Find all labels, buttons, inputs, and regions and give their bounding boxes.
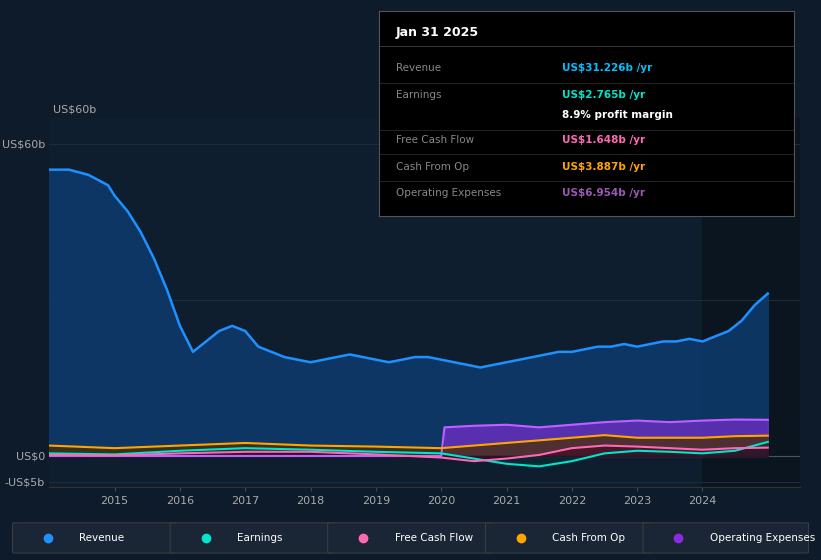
Text: Cash From Op: Cash From Op xyxy=(396,161,469,171)
FancyBboxPatch shape xyxy=(12,523,178,553)
Text: Free Cash Flow: Free Cash Flow xyxy=(396,135,474,145)
Text: US$1.648b /yr: US$1.648b /yr xyxy=(562,135,644,145)
Text: 8.9% profit margin: 8.9% profit margin xyxy=(562,110,672,120)
Bar xyxy=(703,118,800,487)
Text: Jan 31 2025: Jan 31 2025 xyxy=(396,26,479,39)
Text: Earnings: Earnings xyxy=(396,90,442,100)
Text: Cash From Op: Cash From Op xyxy=(553,533,626,543)
Text: Operating Expenses: Operating Expenses xyxy=(710,533,815,543)
Text: US$31.226b /yr: US$31.226b /yr xyxy=(562,63,652,73)
FancyBboxPatch shape xyxy=(643,523,809,553)
Text: Free Cash Flow: Free Cash Flow xyxy=(395,533,473,543)
Text: US$60b: US$60b xyxy=(53,105,97,115)
Text: Revenue: Revenue xyxy=(396,63,441,73)
FancyBboxPatch shape xyxy=(485,523,651,553)
Text: US$6.954b /yr: US$6.954b /yr xyxy=(562,188,644,198)
Text: Earnings: Earnings xyxy=(237,533,282,543)
Text: Revenue: Revenue xyxy=(80,533,125,543)
Text: Operating Expenses: Operating Expenses xyxy=(396,188,501,198)
Text: US$3.887b /yr: US$3.887b /yr xyxy=(562,161,644,171)
Text: US$2.765b /yr: US$2.765b /yr xyxy=(562,90,644,100)
FancyBboxPatch shape xyxy=(328,523,493,553)
FancyBboxPatch shape xyxy=(170,523,336,553)
